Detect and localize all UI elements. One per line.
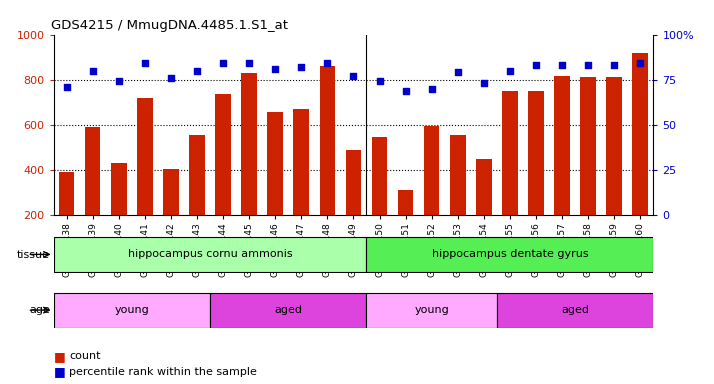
Bar <box>366 293 497 328</box>
Point <box>635 60 646 66</box>
Text: aged: aged <box>274 305 302 315</box>
Point <box>374 78 386 84</box>
Text: ■: ■ <box>54 365 65 378</box>
Bar <box>54 293 210 328</box>
Point <box>87 68 99 74</box>
Point <box>321 60 333 66</box>
Bar <box>502 91 518 215</box>
Point <box>478 80 490 86</box>
Point <box>165 75 176 81</box>
Point <box>426 86 438 92</box>
Text: young: young <box>414 305 449 315</box>
Point <box>608 62 620 68</box>
Text: aged: aged <box>561 305 589 315</box>
Point <box>296 64 307 70</box>
Point <box>556 62 568 68</box>
Bar <box>189 135 205 215</box>
Point <box>217 60 228 66</box>
Bar <box>320 66 335 215</box>
Bar <box>215 94 231 215</box>
Text: hippocampus cornu ammonis: hippocampus cornu ammonis <box>128 249 292 260</box>
Point <box>452 70 463 76</box>
Text: age: age <box>29 305 50 315</box>
Bar <box>366 237 653 272</box>
Text: tissue: tissue <box>17 250 50 260</box>
Point <box>269 66 281 72</box>
Bar <box>59 172 74 215</box>
Point <box>348 73 359 79</box>
Bar <box>137 98 153 215</box>
Bar <box>633 53 648 215</box>
Text: hippocampus dentate gyrus: hippocampus dentate gyrus <box>431 249 588 260</box>
Bar <box>241 73 257 215</box>
Text: ■: ■ <box>54 350 65 363</box>
Point <box>139 60 151 66</box>
Bar <box>54 237 366 272</box>
Point <box>61 84 72 90</box>
Bar <box>111 163 126 215</box>
Bar <box>267 113 283 215</box>
Text: young: young <box>114 305 149 315</box>
Bar <box>554 76 570 215</box>
Bar <box>293 109 309 215</box>
Bar <box>372 137 387 215</box>
Point <box>504 68 516 74</box>
Point <box>400 88 411 94</box>
Bar <box>210 293 366 328</box>
Bar <box>528 91 544 215</box>
Bar <box>497 293 653 328</box>
Text: percentile rank within the sample: percentile rank within the sample <box>69 367 257 377</box>
Point <box>113 78 124 84</box>
Bar <box>163 169 178 215</box>
Point <box>583 62 594 68</box>
Point <box>243 60 255 66</box>
Bar <box>398 190 413 215</box>
Bar <box>606 78 622 215</box>
Point <box>191 68 203 74</box>
Bar <box>450 135 466 215</box>
Point <box>531 62 542 68</box>
Bar <box>85 127 101 215</box>
Text: GDS4215 / MmugDNA.4485.1.S1_at: GDS4215 / MmugDNA.4485.1.S1_at <box>51 19 288 32</box>
Text: count: count <box>69 351 101 361</box>
Bar <box>580 78 596 215</box>
Bar <box>476 159 492 215</box>
Bar <box>346 150 361 215</box>
Bar <box>424 126 440 215</box>
